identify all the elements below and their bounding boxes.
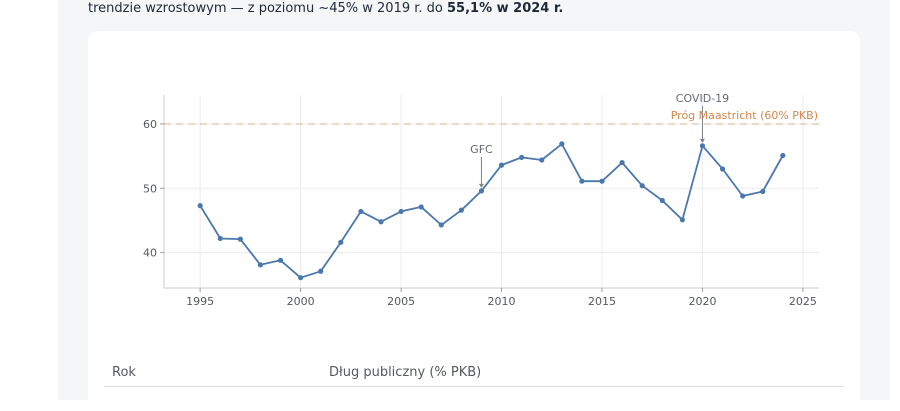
x-tick-label: 2010: [488, 295, 516, 308]
x-tick-label: 2000: [287, 295, 315, 308]
intro-paragraph: trendzie wzrostowym — z poziomu ~45% w 2…: [88, 1, 563, 16]
data-point: [498, 162, 505, 168]
data-point: [418, 204, 424, 210]
data-point: [760, 188, 766, 195]
column-header-year: Rok: [112, 365, 136, 380]
y-tick-label: 40: [143, 247, 157, 260]
data-point: [539, 157, 545, 163]
data-point: [780, 152, 786, 159]
data-point: [599, 178, 605, 184]
data-point: [679, 217, 685, 223]
data-point: [338, 239, 344, 245]
maastricht-reference-label: Próg Maastricht (60% PKB): [671, 109, 818, 122]
annotation-label: COVID-19: [676, 92, 729, 105]
data-point: [298, 275, 304, 281]
x-tick-label: 2020: [688, 295, 716, 308]
x-tick-label: 1995: [186, 295, 214, 308]
data-point: [458, 207, 464, 213]
data-point: [217, 235, 223, 242]
data-point: [478, 188, 485, 194]
annotation-arrowhead: [478, 183, 484, 188]
data-point: [699, 143, 706, 149]
annotation-arrowhead: [699, 138, 705, 143]
data-point: [659, 197, 665, 204]
intro-highlight: 55,1% w 2024 r.: [447, 1, 564, 16]
data-point: [237, 236, 243, 242]
y-tick-label: 60: [143, 118, 157, 131]
annotation-label: GFC: [470, 143, 493, 156]
data-point: [277, 257, 284, 263]
data-point: [438, 222, 444, 228]
intro-text: trendzie wzrostowym — z poziomu ~45% w 2…: [88, 1, 447, 16]
column-header-debt: Dług publiczny (% PKB): [329, 365, 482, 380]
data-point: [719, 166, 726, 172]
data-point: [740, 193, 746, 199]
data-point: [197, 203, 203, 209]
data-point: [619, 159, 625, 166]
debt-line-chart: 1995 2000 2005 2010 2015 2020 2025 40 50 60 Próg M…: [143, 92, 819, 308]
y-tick-label: 50: [143, 182, 157, 195]
debt-series-line: [199, 143, 784, 279]
x-tick-label: 2015: [588, 295, 616, 308]
data-point: [639, 183, 645, 189]
x-tick-label: 2005: [387, 295, 415, 308]
data-point: [579, 178, 585, 184]
data-point: [358, 208, 364, 215]
data-point: [398, 208, 404, 215]
data-table-header: Rok Dług publiczny (% PKB): [104, 364, 844, 387]
chart-card: 1995 2000 2005 2010 2015 2020 2025 40 50 60 Próg M…: [88, 31, 860, 411]
data-point: [318, 268, 324, 274]
data-point: [257, 262, 264, 268]
data-point: [519, 154, 525, 161]
data-point: [378, 219, 384, 225]
data-point: [559, 141, 565, 147]
x-tick-label: 2025: [789, 295, 817, 308]
